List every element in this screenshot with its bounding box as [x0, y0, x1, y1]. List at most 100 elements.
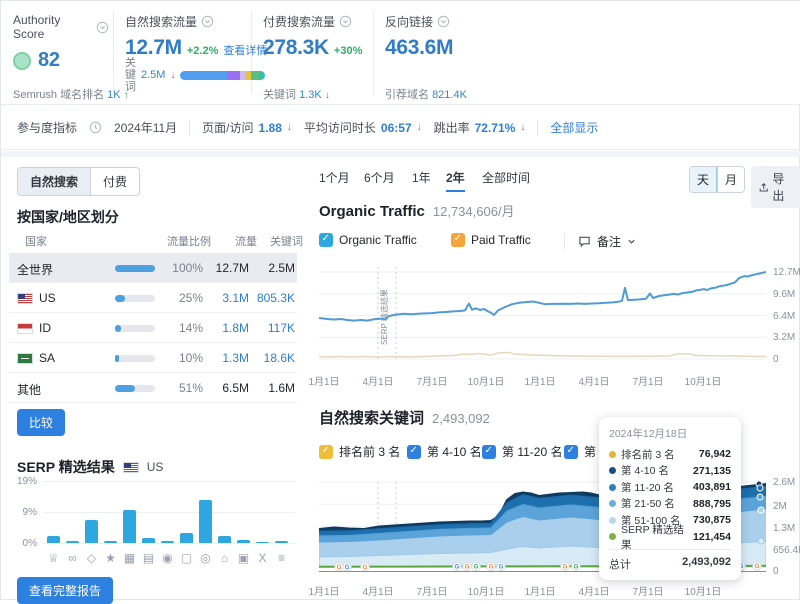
- info-icon[interactable]: [339, 15, 352, 28]
- legend-organic-traffic[interactable]: Organic Traffic: [319, 233, 417, 247]
- info-icon[interactable]: [96, 21, 109, 34]
- legend-11-20[interactable]: 第 11-20 名: [482, 443, 562, 460]
- ytick: 9.6M: [773, 289, 796, 300]
- view-details-link[interactable]: 查看详情: [223, 45, 268, 57]
- tab-paid[interactable]: 付费: [90, 168, 140, 195]
- paid-keywords-label: 关键词: [263, 89, 296, 101]
- country-traffic[interactable]: 3.1M: [222, 291, 249, 305]
- table-row-sa[interactable]: SA 10% 1.3M 18.6K: [9, 343, 297, 373]
- serp-bar-video[interactable]: [161, 541, 174, 543]
- paid-traffic-card: 付费搜索流量 278.3K +30% 关键词 1.3K ↓: [263, 13, 365, 101]
- tooltip-value: 76,942: [698, 448, 731, 461]
- tooltip-row: 第 21-50 名 888,795: [609, 496, 731, 513]
- col-traffic[interactable]: 流量: [235, 236, 257, 248]
- ytick: 2.6M: [773, 477, 796, 488]
- tab-organic-search[interactable]: 自然搜索: [18, 168, 91, 195]
- serp-bar-related-searches[interactable]: [66, 541, 79, 543]
- table-row-worldwide[interactable]: 全世界 100% 12.7M 2.5M: [9, 253, 297, 283]
- export-button[interactable]: 导出: [751, 166, 800, 208]
- organic-traffic-value[interactable]: 12.7M: [125, 36, 182, 59]
- serp-bar-faq[interactable]: [180, 533, 193, 543]
- export-label: 导出: [772, 172, 785, 203]
- semrush-rank-trend: ↑: [123, 90, 129, 101]
- legend-4-10[interactable]: 第 4-10 名: [407, 443, 482, 460]
- semrush-rank-value[interactable]: 1K: [107, 89, 121, 101]
- serp-bar-instant-answer[interactable]: [237, 540, 250, 543]
- notes-dropdown[interactable]: 备注: [578, 233, 636, 250]
- tooltip-label: 第 11-20 名: [621, 481, 674, 494]
- country-keywords[interactable]: 805.3K: [256, 291, 295, 305]
- tooltip-value: 888,795: [693, 497, 731, 510]
- granularity-day[interactable]: 天: [690, 167, 717, 192]
- table-row-us[interactable]: US 25% 3.1M 805.3K: [9, 283, 297, 313]
- paid-checkbox[interactable]: [451, 233, 465, 247]
- ytick: 0: [773, 566, 779, 577]
- organic-checkbox[interactable]: [319, 233, 333, 247]
- organic-traffic-chart[interactable]: SERP 精选结果: [319, 259, 766, 367]
- range-2-years[interactable]: 2年: [446, 169, 465, 192]
- compare-button[interactable]: 比较: [17, 409, 66, 436]
- rank11-20-checkbox[interactable]: [482, 444, 496, 459]
- xtick: 1月1日: [524, 377, 556, 388]
- range-1-month[interactable]: 1个月: [319, 171, 350, 185]
- serp-bar-twitter[interactable]: [256, 542, 269, 543]
- range-all-time[interactable]: 全部时间: [482, 171, 531, 185]
- country-traffic[interactable]: 1.8M: [222, 321, 249, 335]
- keywords-chart-subtitle: 2,493,092: [432, 411, 490, 426]
- top3-checkbox[interactable]: [319, 444, 333, 459]
- serp-bar-local-pack[interactable]: [199, 500, 212, 543]
- organic-traffic-line: [319, 271, 766, 322]
- keywords-count[interactable]: 2.5M: [141, 69, 166, 81]
- serp-bar-sitelinks[interactable]: [85, 520, 98, 543]
- country-traffic: 12.7M: [215, 261, 249, 275]
- serp-bar-featured-snippet[interactable]: [47, 536, 60, 543]
- svg-text:G: G: [465, 564, 470, 571]
- legend-paid-traffic[interactable]: Paid Traffic: [451, 233, 531, 247]
- paid-traffic-value[interactable]: 278.3K: [263, 36, 329, 59]
- total-value: 2,493,092: [682, 556, 731, 568]
- country-keywords[interactable]: 117K: [267, 321, 295, 335]
- right-panel: 1个月 6个月 1年 2年 全部时间 天 月 导出 Organic Traffi…: [306, 159, 800, 601]
- legend-top3[interactable]: 排名前 3 名: [319, 443, 400, 460]
- organic-traffic-delta: +2.2%: [186, 45, 219, 57]
- info-icon[interactable]: [437, 15, 450, 28]
- table-row-others[interactable]: 其他 51% 6.5M 1.6M: [9, 373, 297, 403]
- country-keywords[interactable]: 18.6K: [263, 351, 295, 365]
- ref-domains-value[interactable]: 821.4K: [432, 89, 467, 101]
- xtick: 4月1日: [362, 377, 394, 388]
- serp-bar-reviews[interactable]: [104, 541, 117, 543]
- rank21-50-checkbox[interactable]: [564, 444, 578, 459]
- col-traffic-share[interactable]: 流量比例: [167, 236, 211, 248]
- engagement-title: 参与度指标: [17, 121, 78, 135]
- serp-features-chart: 19% 9% 0%: [1, 476, 303, 549]
- col-keywords[interactable]: 关键词: [270, 236, 303, 248]
- serp-bar-image-pack[interactable]: [123, 510, 136, 543]
- local-pack-icon: ◎: [200, 551, 211, 565]
- range-1-year[interactable]: 1年: [412, 171, 431, 185]
- tooltip-row: 第 11-20 名 403,891: [609, 479, 731, 496]
- country-traffic[interactable]: 1.3M: [222, 351, 249, 365]
- tooltip-row: 排名前 3 名 76,942: [609, 446, 731, 463]
- serp-bar-images[interactable]: [142, 538, 155, 543]
- serp-bar-knowledge-panel[interactable]: [218, 536, 231, 543]
- ref-domains-label: 引荐域名: [385, 89, 429, 101]
- serp-bar-list[interactable]: [275, 541, 288, 543]
- range-6-months[interactable]: 6个月: [364, 171, 395, 185]
- organic-chart-title: Organic Traffic: [319, 203, 425, 220]
- top-metrics-row: Authority Score 82 Semrush 域名排名 1K ↑ 自然搜…: [1, 1, 800, 105]
- ytick: 12.7M: [773, 267, 800, 278]
- show-all-link[interactable]: 全部显示: [550, 121, 599, 135]
- keywords-chart-title: 自然搜索关键词: [319, 410, 425, 427]
- col-country[interactable]: 国家: [25, 236, 47, 248]
- legend-label: Paid Traffic: [471, 233, 531, 247]
- info-icon[interactable]: [201, 15, 214, 28]
- engagement-period[interactable]: 2024年11月: [114, 121, 178, 135]
- table-row-id[interactable]: ID 14% 1.8M 117K: [9, 313, 297, 343]
- rank4-10-checkbox[interactable]: [407, 444, 421, 459]
- granularity-month[interactable]: 月: [717, 167, 744, 192]
- authority-score-value: 82: [38, 49, 60, 71]
- traffic-type-tabs: 自然搜索 付费: [17, 167, 141, 196]
- paid-keywords-count[interactable]: 1.3K: [299, 89, 322, 101]
- organic-traffic-title: 自然搜索流量: [125, 15, 198, 29]
- backlinks-value[interactable]: 463.6M: [385, 36, 454, 59]
